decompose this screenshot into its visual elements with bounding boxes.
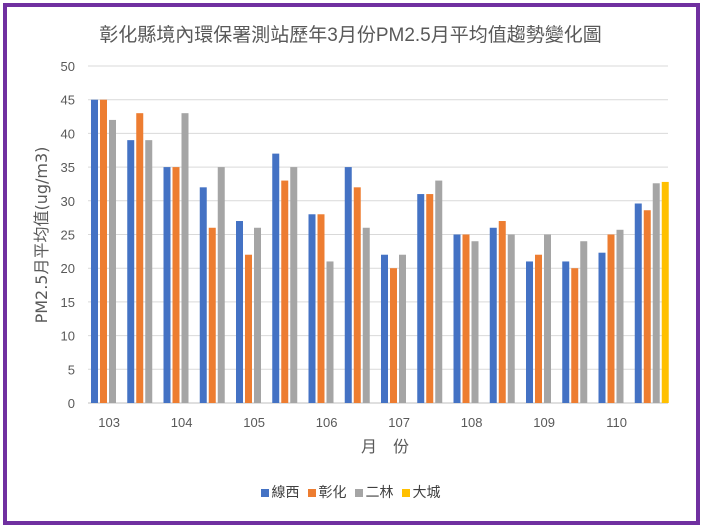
bar-線西: [489, 227, 497, 403]
x-tick-label: 110: [606, 415, 627, 430]
bar-線西: [453, 234, 461, 403]
bar-線西: [598, 252, 606, 403]
bar-線西: [344, 167, 352, 403]
legend-label: 線西: [271, 484, 300, 500]
bar-二林: [145, 140, 153, 403]
bar-彰化: [208, 227, 216, 403]
x-tick-label: 104: [171, 415, 193, 430]
bar-線西: [236, 221, 243, 403]
bar-二林: [507, 234, 515, 403]
y-tick-label: 15: [61, 295, 75, 310]
x-tick-label: 103: [98, 415, 120, 430]
y-tick-label: 45: [61, 93, 75, 108]
bar-彰化: [643, 210, 651, 403]
bar-線西: [526, 261, 533, 403]
bar-彰化: [317, 214, 325, 403]
bar-彰化: [353, 187, 361, 403]
x-tick-label: 106: [316, 415, 338, 430]
legend-label: 彰化: [318, 484, 347, 500]
chart-title: 彰化縣境內環保署測站歷年3月份PM2.5月平均值趨勢變化圖: [99, 25, 602, 46]
x-tick-label: 107: [388, 415, 410, 430]
legend-item: 彰化: [307, 482, 347, 502]
bar-彰化: [245, 254, 252, 403]
legend-item: 線西: [260, 482, 300, 502]
legend-swatch: [401, 489, 410, 498]
bar-二林: [580, 241, 588, 403]
bar-線西: [417, 194, 425, 403]
y-tick-label: 25: [61, 228, 75, 243]
bar-線西: [381, 254, 388, 403]
bar-二林: [254, 227, 261, 403]
bar-彰化: [535, 254, 542, 403]
bar-彰化: [426, 194, 434, 403]
bar-彰化: [571, 268, 579, 403]
bar-線西: [308, 214, 316, 403]
legend-item: 二林: [354, 482, 394, 502]
bar-線西: [199, 187, 207, 403]
bar-二林: [326, 261, 334, 403]
legend-label: 二林: [365, 484, 394, 500]
bar-二林: [217, 167, 225, 403]
legend-swatch: [260, 489, 269, 498]
bar-大城: [661, 181, 669, 403]
legend-swatch: [307, 489, 316, 498]
y-tick-label: 5: [68, 362, 75, 377]
y-tick-label: 35: [61, 160, 75, 175]
bar-二林: [616, 229, 624, 403]
bar-彰化: [172, 167, 180, 403]
bar-二林: [181, 113, 189, 404]
y-tick-label: 30: [61, 194, 75, 209]
y-tick-label: 0: [68, 396, 75, 411]
bar-彰化: [136, 113, 144, 404]
bar-彰化: [607, 234, 615, 403]
y-tick-label: 50: [61, 59, 75, 74]
x-axis-label: 月 份: [361, 437, 409, 456]
bar-線西: [91, 99, 98, 403]
bar-二林: [652, 183, 660, 403]
bar-二林: [399, 254, 406, 403]
bar-二林: [435, 180, 443, 403]
bar-線西: [163, 167, 171, 403]
y-tick-label: 40: [61, 126, 75, 141]
x-tick-label: 109: [533, 415, 555, 430]
x-tick-label: 108: [461, 415, 483, 430]
y-tick-label: 10: [61, 329, 75, 344]
legend-swatch: [354, 489, 363, 498]
bar-彰化: [100, 99, 107, 403]
bar-彰化: [281, 180, 289, 403]
bar-線西: [127, 140, 135, 403]
bar-二林: [109, 119, 116, 404]
bar-二林: [471, 241, 479, 403]
legend: 線西 彰化 二林 大城: [0, 482, 701, 502]
bar-二林: [362, 227, 370, 403]
bar-彰化: [462, 234, 470, 403]
y-axis-label: PM2.5月平均值(ug/m3): [32, 147, 51, 324]
x-tick-label: 105: [243, 415, 265, 430]
bar-線西: [272, 153, 280, 403]
y-tick-label: 20: [61, 261, 75, 276]
bar-二林: [290, 167, 298, 403]
legend-label: 大城: [412, 484, 441, 500]
bar-彰化: [390, 268, 397, 403]
bar-線西: [634, 203, 642, 403]
bar-二林: [544, 234, 551, 403]
bar-線西: [562, 261, 570, 403]
legend-item: 大城: [401, 482, 441, 502]
bar-彰化: [498, 221, 506, 403]
